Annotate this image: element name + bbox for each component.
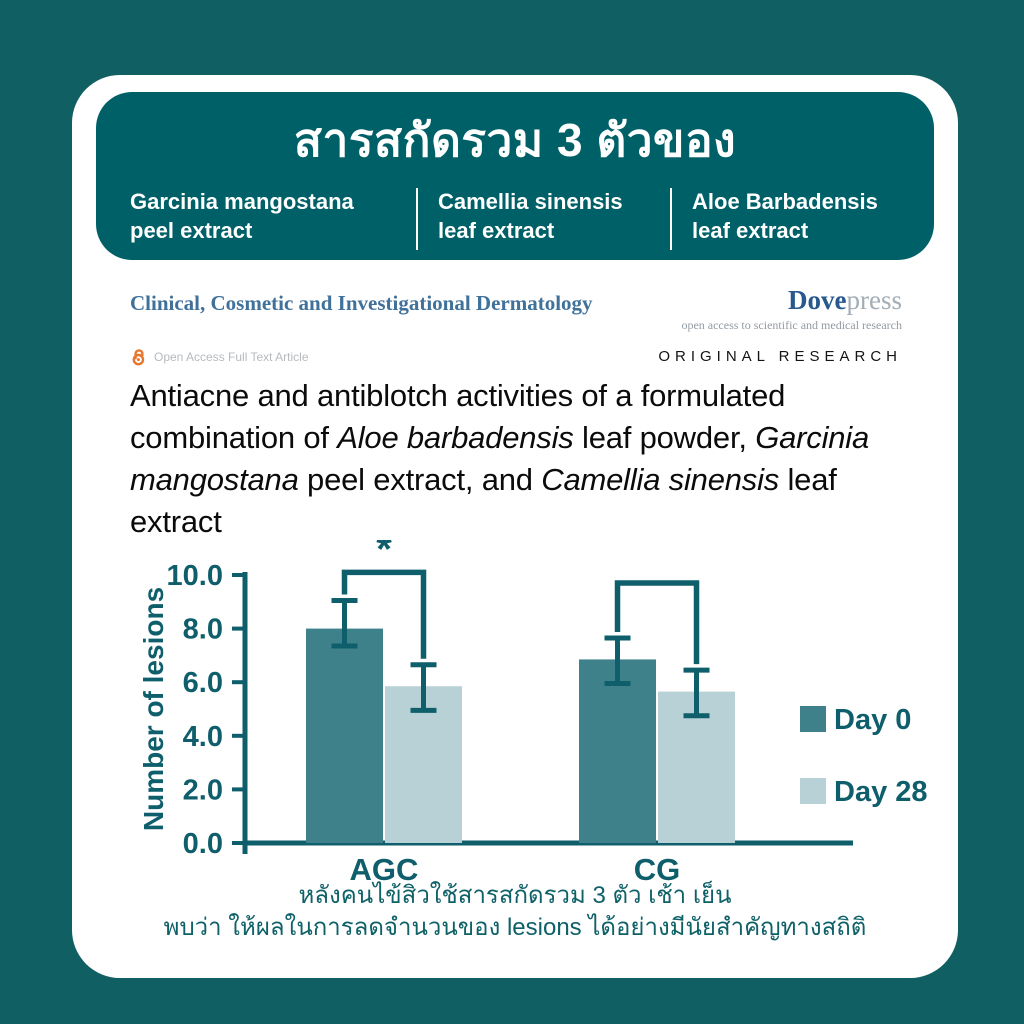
divider [670,188,672,250]
extract-columns: Garcinia mangostana peel extract Camelli… [96,187,934,250]
svg-text:*: * [376,540,392,571]
svg-text:2.0: 2.0 [183,774,223,806]
open-access-label: Open Access Full Text Article [154,349,309,364]
publisher-logo: Dovepress open access to scientific and … [681,285,902,333]
journal-header: Clinical, Cosmetic and Investigational D… [130,285,902,333]
svg-text:8.0: 8.0 [183,614,223,646]
extract-name: Garcinia mangostana [130,189,354,214]
extract-part: peel extract [130,218,253,244]
publisher-logo-bold: Dove [788,285,847,315]
svg-text:6.0: 6.0 [183,667,223,699]
extract-name: Camellia sinensis [438,189,623,214]
svg-text:Number of lesions: Number of lesions [138,587,169,831]
journal-name: Clinical, Cosmetic and Investigational D… [130,291,593,315]
extract-part: leaf extract [692,218,809,244]
extract-part: leaf extract [438,218,555,244]
svg-text:10.0: 10.0 [167,560,223,592]
lesions-bar-chart: 0.0 2.0 4.0 6.0 8.0 10.0 Number of lesions * AGC… [138,527,948,890]
extract-name: Aloe Barbadensis [692,189,878,214]
publisher-logo-light: press [846,285,903,315]
svg-text:4.0: 4.0 [183,721,223,753]
svg-text:0.0: 0.0 [183,828,223,860]
header-title: สารสกัดรวม 3 ตัวของ [293,114,737,166]
open-access-group: Open Access Full Text Article [130,347,309,366]
access-row: Open Access Full Text Article ORIGINAL R… [130,347,902,366]
extract-camellia: Camellia sinensis leaf extract [418,187,670,245]
caption-line-1: หลังคนไข้สิวใช้สารสกัดรวม 3 ตัว เช้า เย็… [298,882,732,909]
svg-text:Day 28: Day 28 [834,776,928,808]
open-access-lock-icon [132,349,145,366]
paper-title: Antiacne and antiblotch activities of a … [130,378,870,540]
divider [416,188,418,250]
content-card: สารสกัดรวม 3 ตัวของ Garcinia mangostana … [72,75,958,978]
extract-aloe: Aloe Barbadensis leaf extract [672,187,922,245]
thai-caption: หลังคนไข้สิวใช้สารสกัดรวม 3 ตัว เช้า เย็… [72,880,958,945]
caption-line-2: พบว่า ให้ผลในการลดจำนวนของ lesions ได้อย… [163,914,867,942]
publisher-tagline: open access to scientific and medical re… [681,318,902,332]
header-banner: สารสกัดรวม 3 ตัวของ Garcinia mangostana … [96,92,934,260]
svg-text:Day 0: Day 0 [834,704,911,736]
svg-text:AGC: AGC [350,852,419,887]
extract-garcinia: Garcinia mangostana peel extract [96,187,416,245]
svg-text:CG: CG [634,852,681,887]
article-type-label: ORIGINAL RESEARCH [658,348,902,365]
